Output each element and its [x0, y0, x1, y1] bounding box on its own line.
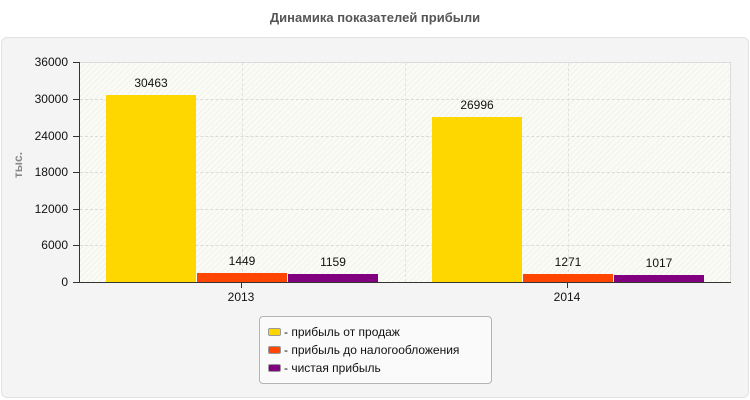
legend-swatch-icon [268, 328, 281, 336]
bar-2013-pretax-profit [197, 273, 287, 282]
y-tick-label: 24000 [34, 129, 68, 143]
x-tick [241, 283, 242, 288]
y-tick [73, 172, 79, 173]
chart-title: Динамика показателей прибыли [269, 10, 481, 25]
bar-value-label: 1017 [645, 256, 673, 270]
x-axis [79, 282, 731, 283]
bar-2014-net-profit [614, 275, 704, 282]
bar-2014-pretax-profit [523, 274, 613, 282]
legend-label: - чистая прибыль [284, 361, 381, 375]
y-tick [73, 99, 79, 100]
legend: - прибыль от продаж - прибыль до налогоо… [259, 316, 492, 384]
legend-item-net-profit[interactable]: - чистая прибыль [268, 360, 381, 376]
y-tick-label: 36000 [34, 55, 68, 69]
y-tick [73, 62, 79, 63]
bar-value-label: 1449 [228, 254, 256, 268]
bar-value-label: 1271 [554, 255, 582, 269]
vertical-gridline [568, 63, 569, 282]
y-tick [73, 136, 79, 137]
y-tick [73, 245, 79, 246]
bar-2013-sales-profit [106, 95, 196, 282]
y-tick-label: 30000 [34, 92, 68, 106]
y-tick-label: 6000 [41, 238, 68, 252]
y-tick-label: 12000 [34, 202, 68, 216]
y-axis-title: тыс. [11, 151, 26, 179]
bar-2014-sales-profit [432, 117, 522, 282]
x-tick-label: 2013 [227, 290, 255, 304]
bar-value-label: 1159 [320, 255, 346, 269]
x-tick [567, 283, 568, 288]
y-tick-label: 18000 [34, 165, 68, 179]
bar-2013-net-profit [288, 274, 378, 282]
bar-value-label: 26996 [460, 98, 494, 112]
legend-label: - прибыль от продаж [284, 325, 400, 339]
legend-swatch-icon [268, 346, 281, 354]
y-axis [79, 62, 80, 283]
legend-swatch-icon [268, 364, 281, 372]
x-tick-label: 2014 [553, 290, 581, 304]
legend-item-pretax-profit[interactable]: - прибыль до налогообложения [268, 342, 459, 358]
y-tick-label: 0 [61, 275, 68, 289]
vertical-gridline [242, 63, 243, 282]
bar-value-label: 30463 [134, 76, 168, 90]
y-tick [73, 282, 79, 283]
legend-label: - прибыль до налогообложения [284, 343, 460, 357]
vertical-gridline [405, 63, 406, 282]
y-tick [73, 209, 79, 210]
legend-item-sales-profit[interactable]: - прибыль от продаж [268, 324, 400, 340]
